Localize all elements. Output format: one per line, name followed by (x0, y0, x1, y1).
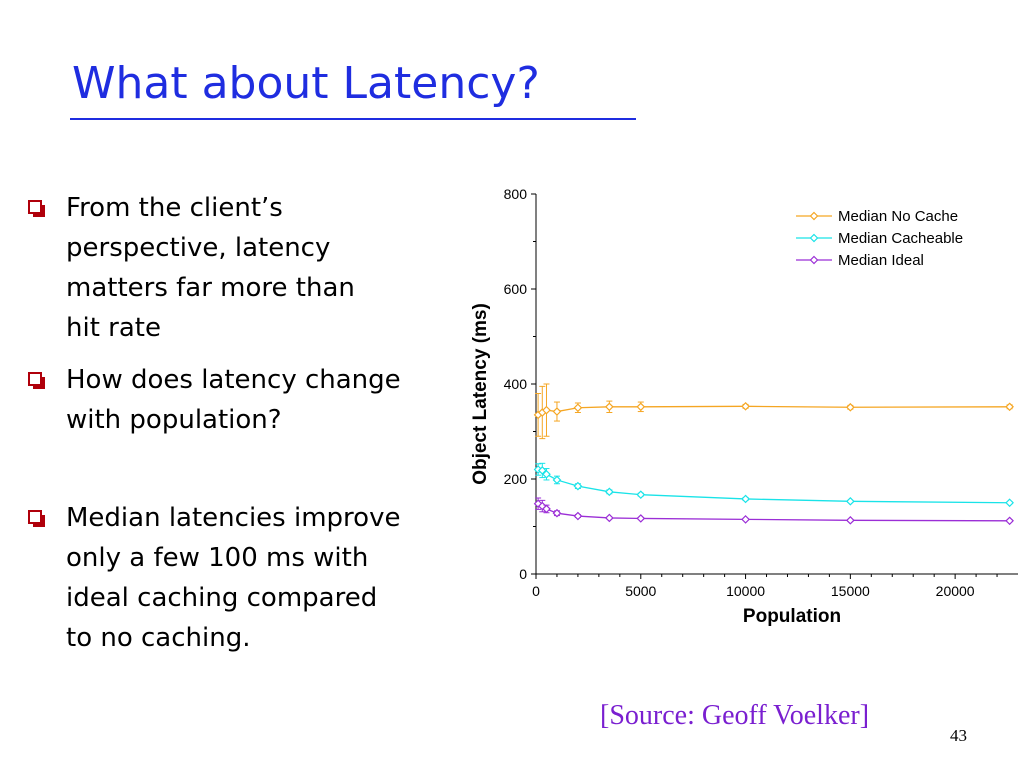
y-tick-label: 800 (504, 186, 528, 202)
data-point (552, 508, 562, 518)
data-point (636, 514, 646, 523)
bullet-text: How does latency change with population? (66, 365, 401, 435)
x-tick-label: 10000 (726, 583, 765, 599)
legend-marker (809, 211, 819, 221)
data-point (552, 407, 562, 416)
y-tick-label: 200 (504, 471, 528, 487)
y-tick-label: 600 (504, 281, 528, 297)
data-point (573, 403, 583, 413)
data-point (845, 515, 855, 525)
data-point (741, 515, 750, 524)
legend-marker (809, 255, 819, 265)
x-axis-title: Population (743, 606, 841, 627)
latency-chart: 0 200 400 600 800 0 5000 10000 15000 20000 Populat… (470, 186, 1018, 627)
series-median-no-cache (533, 383, 1014, 440)
data-point (1005, 498, 1014, 508)
data-point (604, 402, 614, 412)
series-median-ideal (533, 497, 1014, 526)
source-citation: [Source: Geoff Voelker] (600, 700, 870, 731)
legend-label: Median Ideal (838, 252, 924, 269)
page-number: 43 (950, 726, 967, 745)
title-underline (70, 118, 636, 120)
data-point (1005, 516, 1014, 526)
data-point (741, 401, 750, 411)
y-axis-title: Object Latency (ms) (470, 303, 491, 485)
checkbox-bullet-icon (28, 200, 45, 217)
checkbox-bullet-icon (28, 372, 45, 389)
x-tick-label: 0 (532, 583, 540, 599)
data-point (542, 504, 551, 514)
x-tick-label: 15000 (831, 583, 870, 599)
y-tick-label: 400 (504, 376, 528, 392)
slide-title: What about Latency? (72, 58, 540, 109)
checkbox-bullet-icon (28, 510, 45, 527)
x-tick-label: 20000 (936, 583, 975, 599)
x-tick-label: 5000 (625, 583, 656, 599)
legend-label: Median Cacheable (838, 230, 963, 247)
data-point (552, 475, 562, 485)
data-point (636, 490, 646, 500)
series-median-cacheable (533, 462, 1014, 508)
legend-label: Median No Cache (838, 208, 958, 225)
data-point (845, 402, 855, 412)
data-point (542, 405, 551, 415)
data-point (636, 402, 646, 412)
series-line (537, 468, 1010, 504)
data-point (604, 487, 614, 497)
data-point (573, 511, 583, 521)
data-point (845, 496, 855, 506)
y-tick-label: 0 (519, 566, 527, 582)
data-point (542, 469, 551, 479)
data-point (573, 481, 583, 491)
data-point (604, 513, 614, 523)
legend-marker (809, 233, 819, 243)
bullet-text: Median latencies improve only a few 100 … (66, 503, 401, 653)
bullet-text: From the client’s perspective, latency m… (66, 193, 355, 343)
data-point (741, 494, 750, 504)
data-point (1005, 402, 1014, 412)
